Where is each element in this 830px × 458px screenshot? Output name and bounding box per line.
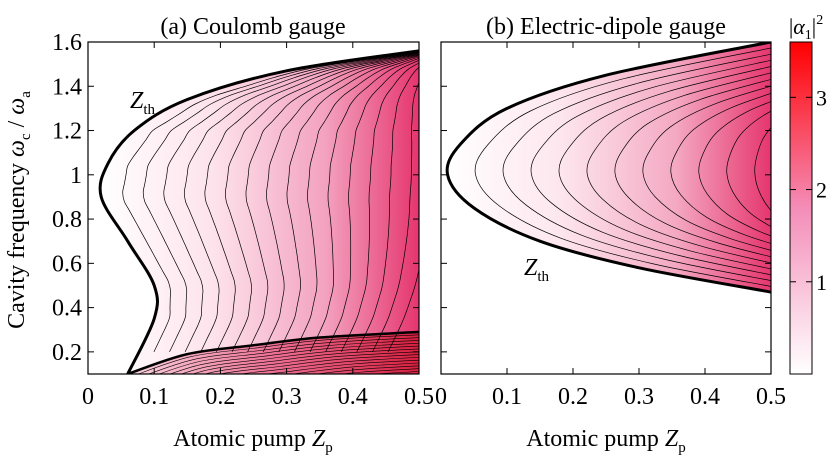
panel-a-contour-line <box>183 52 419 353</box>
panel-b-contour-line <box>586 72 771 264</box>
panel-a-contour-line <box>204 52 419 353</box>
panel-b-contour-line <box>502 53 771 281</box>
panel-a-lower-contour-line <box>371 371 419 374</box>
panel-a-frame <box>87 41 420 375</box>
panel-a-contour-line <box>122 50 419 353</box>
x-tick-label: 0.5 <box>404 384 434 410</box>
panel-a-lower-contour-line <box>237 357 419 374</box>
x-tick-label: 0.3 <box>272 384 302 410</box>
colorbar-tick-label: 3 <box>816 85 827 110</box>
y-tick-label: 1.4 <box>52 74 82 100</box>
x-tick-label: 0.3 <box>624 384 654 410</box>
panel-a-contour-line <box>225 53 419 353</box>
panel-a-lower-contour-line <box>137 334 419 374</box>
panel-b-x-axis-label: Atomic pump Zp <box>526 426 686 456</box>
y-tick-label: 0.8 <box>52 207 82 233</box>
panel-a-contour-line <box>262 54 419 353</box>
panel-b-contour-line <box>530 59 771 276</box>
panel-a-lower-contour-line <box>338 368 419 374</box>
x-tick-label: 0.4 <box>338 384 368 410</box>
panel-a-lower-contour-line <box>314 365 419 374</box>
panel-a: 0 0.1 0.2 0.3 0.4 0.5 0.2 0.4 0.6 0.8 1 1.2 1.4 1.6 (… <box>4 14 434 456</box>
panel-b-contour-line <box>642 85 771 251</box>
y-tick-label: 0.4 <box>52 296 82 322</box>
panel-a-contour-line <box>325 59 419 353</box>
panel-a-lower-contour-line <box>290 362 419 374</box>
panel-b-lasing-region <box>447 42 771 293</box>
panel-a-contour-line <box>372 81 419 353</box>
x-tick-label: 0.1 <box>492 384 522 410</box>
panel-b-threshold-label: Zth <box>524 255 550 285</box>
y-axis-label: Cavity frequency ωc / ωa <box>4 91 34 329</box>
panel-a-contour-line <box>278 55 419 353</box>
panel-b-title: (b) Electric-dipole gauge <box>486 14 726 40</box>
panel-b-contour-line <box>698 101 771 237</box>
colorbar-ticks: 1 2 3 <box>790 85 827 295</box>
x-tick-label: 0 <box>82 384 94 410</box>
x-tick-label: 0.1 <box>139 384 169 410</box>
panel-b-contour-line <box>670 93 771 244</box>
colorbar: 1 2 3 |α1|2 <box>789 13 827 375</box>
panel-a-lasing-region <box>100 50 419 374</box>
panel-a-contour-line <box>340 62 419 353</box>
colorbar-tick-label: 1 <box>816 270 827 295</box>
colorbar-gradient <box>789 41 813 375</box>
panel-a-lower-contour-line <box>169 342 419 374</box>
panel-a-x-axis-label: Atomic pump Zp <box>173 426 333 456</box>
colorbar-label: |α1|2 <box>789 13 823 43</box>
panel-b-contour-line <box>474 47 771 287</box>
panel-a-lower-contour-line <box>158 340 419 374</box>
x-tick-label: 0 <box>435 384 447 410</box>
panel-b-contour-line <box>754 127 771 212</box>
x-tick-label: 0.2 <box>558 384 588 410</box>
panel-a-contour-line <box>245 54 419 353</box>
panel-a-ticks: 0 0.1 0.2 0.3 0.4 0.5 0.2 0.4 0.6 0.8 1 1.2 1.4 1.6 <box>52 30 434 410</box>
panel-b-ticks: 0 0.1 0.2 0.3 0.4 0.5 <box>435 41 786 410</box>
panel-a-contour-line <box>387 268 419 353</box>
panel-b-threshold-curve <box>445 42 771 294</box>
x-tick-label: 0.5 <box>756 384 786 410</box>
panel-a-contour-line <box>356 66 419 353</box>
panel-b-contour-line <box>558 66 771 270</box>
x-tick-label: 0.4 <box>690 384 720 410</box>
panel-b-contour-line <box>614 79 771 258</box>
panel-a-contour-line <box>309 57 419 353</box>
panel-a-lower-contour-line <box>147 337 419 374</box>
panel-b: 0 0.1 0.2 0.3 0.4 0.5 (b) Electric-dipole gau… <box>435 14 786 456</box>
y-tick-label: 0.6 <box>52 251 82 277</box>
panel-a-contour-line <box>142 51 419 353</box>
x-tick-label: 0.2 <box>205 384 235 410</box>
panel-a-lower-contour-line <box>180 345 419 374</box>
panel-a-lower-contour-line <box>204 351 419 374</box>
panel-a-threshold-label: Zth <box>130 88 156 118</box>
panel-b-contours <box>474 47 771 287</box>
panel-b-frame <box>440 41 772 375</box>
panel-a-threshold-curve <box>98 49 419 374</box>
panel-a-lower-contour-line <box>218 354 419 374</box>
panel-b-contour-line <box>726 110 771 227</box>
panel-a-contour-line <box>294 56 419 353</box>
panel-a-contour-line <box>163 51 419 353</box>
panel-a-lower-boundary <box>127 330 419 374</box>
y-tick-label: 1 <box>70 163 82 189</box>
colorbar-tick-label: 2 <box>816 178 827 203</box>
panel-a-title: (a) Coulomb gauge <box>160 14 345 40</box>
panel-a-contours <box>122 50 419 374</box>
y-tick-label: 0.2 <box>52 340 82 366</box>
y-tick-label: 1.6 <box>52 30 82 56</box>
y-tick-label: 1.2 <box>52 119 82 145</box>
